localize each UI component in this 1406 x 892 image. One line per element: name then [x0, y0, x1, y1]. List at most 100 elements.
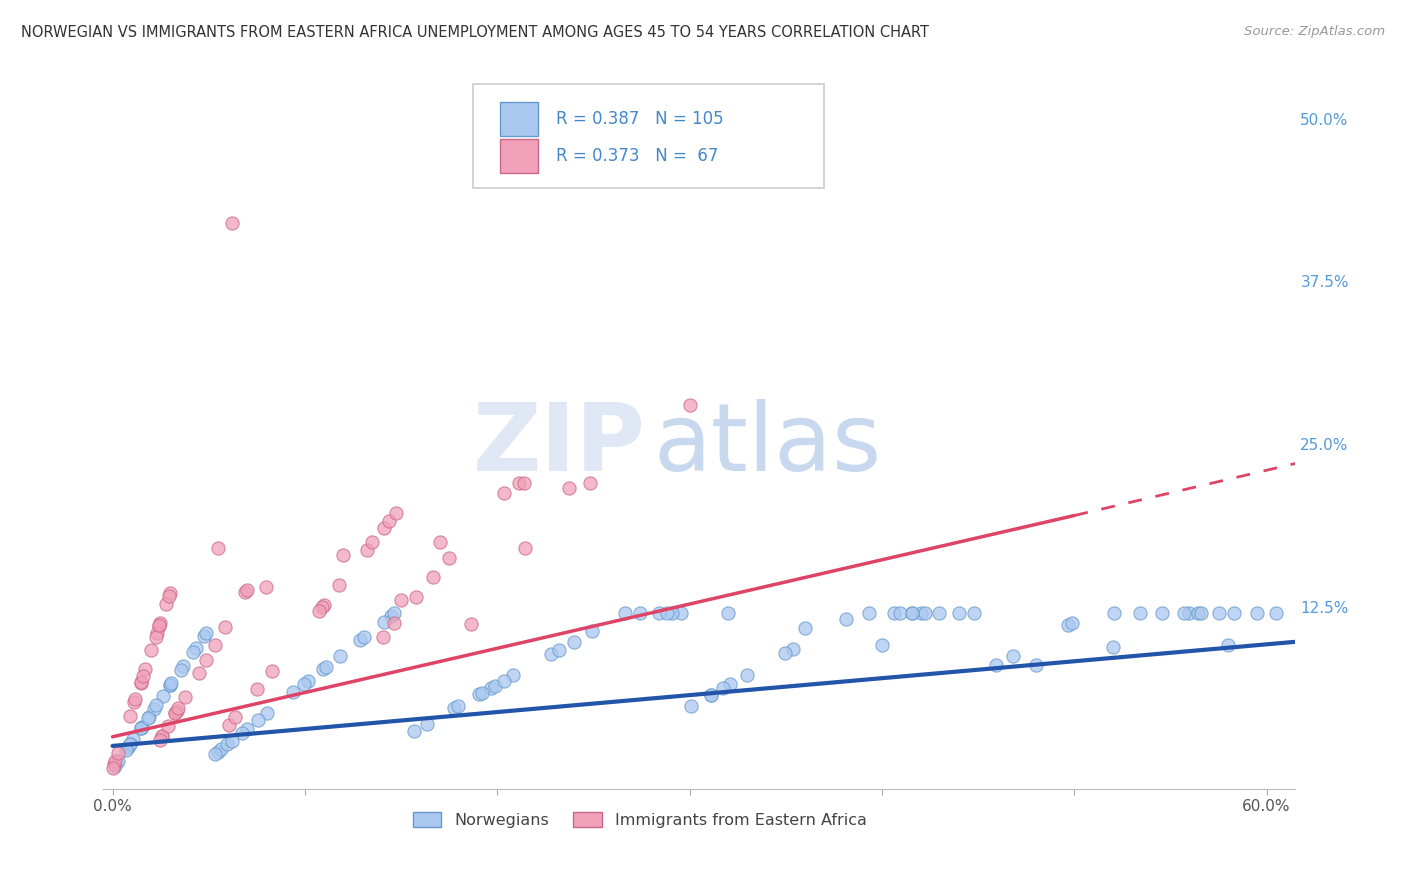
Point [141, 643, 163, 657]
Point [181, 645, 204, 659]
Point [207, 541, 229, 555]
Point [193, 629, 215, 643]
Point [134, 662, 156, 676]
Point [103, 756, 125, 771]
Point [648, 606, 671, 620]
Point [361, 535, 384, 549]
Point [157, 590, 180, 604]
Point [963, 606, 986, 620]
Point [948, 606, 970, 620]
Point [540, 647, 562, 661]
Point [1189, 606, 1212, 620]
Point [373, 615, 395, 629]
Point [735, 667, 758, 681]
Point [117, 740, 139, 755]
Point [581, 624, 603, 639]
Point [152, 689, 174, 703]
Point [681, 698, 703, 713]
Text: ZIP: ZIP [472, 400, 645, 491]
Point [613, 606, 636, 620]
Point [515, 541, 537, 555]
Point [332, 548, 354, 562]
Point [209, 742, 232, 756]
FancyBboxPatch shape [472, 84, 824, 187]
Point [124, 695, 146, 709]
Point [150, 729, 173, 743]
Text: NORWEGIAN VS IMMIGRANTS FROM EASTERN AFRICA UNEMPLOYMENT AMONG AGES 45 TO 54 YEA: NORWEGIAN VS IMMIGRANTS FROM EASTERN AFR… [21, 25, 929, 40]
Point [308, 604, 330, 618]
Text: R = 0.387   N = 105: R = 0.387 N = 105 [557, 110, 724, 128]
Point [508, 475, 530, 490]
Point [283, 685, 305, 699]
Point [484, 679, 506, 693]
Point [235, 583, 257, 598]
Point [260, 664, 283, 678]
Point [389, 593, 412, 607]
Point [492, 673, 515, 688]
Point [221, 733, 243, 747]
Point [1129, 606, 1152, 620]
Point [655, 606, 678, 620]
Text: R = 0.373   N =  67: R = 0.373 N = 67 [557, 147, 718, 165]
Point [247, 713, 270, 727]
Point [115, 743, 138, 757]
Point [138, 709, 160, 723]
Point [661, 606, 683, 620]
Point [173, 690, 195, 704]
Point [159, 678, 181, 692]
Point [711, 681, 734, 695]
Point [371, 630, 394, 644]
Bar [501, 102, 538, 136]
Point [184, 640, 207, 655]
Point [149, 615, 172, 630]
Point [129, 674, 152, 689]
Point [224, 710, 246, 724]
Point [384, 506, 406, 520]
Point [1216, 638, 1239, 652]
Point [1177, 606, 1199, 620]
Point [901, 606, 924, 620]
Point [1173, 606, 1195, 620]
Point [479, 681, 502, 695]
Point [404, 723, 426, 738]
Point [669, 606, 692, 620]
Point [129, 721, 152, 735]
Point [870, 638, 893, 652]
Point [835, 612, 858, 626]
Point [889, 606, 911, 620]
Point [882, 606, 904, 620]
Point [377, 515, 399, 529]
Point [165, 706, 187, 720]
Point [373, 521, 395, 535]
Point [148, 618, 170, 632]
Point [446, 699, 468, 714]
Point [678, 398, 700, 412]
Point [315, 660, 337, 674]
Point [194, 626, 217, 640]
Point [1025, 658, 1047, 673]
Point [145, 630, 167, 644]
Point [120, 737, 142, 751]
Point [1246, 606, 1268, 620]
Point [1223, 606, 1246, 620]
Point [129, 675, 152, 690]
Point [513, 475, 536, 490]
Legend: Norwegians, Immigrants from Eastern Africa: Norwegians, Immigrants from Eastern Afri… [406, 805, 873, 835]
Point [150, 729, 173, 743]
Point [910, 606, 932, 620]
Point [437, 551, 460, 566]
Point [562, 634, 585, 648]
Point [443, 701, 465, 715]
Point [1150, 606, 1173, 620]
Point [131, 720, 153, 734]
Point [311, 599, 333, 614]
Point [468, 687, 491, 701]
Point [155, 597, 177, 611]
Point [901, 606, 924, 620]
Point [221, 216, 243, 230]
Point [132, 669, 155, 683]
Point [502, 668, 524, 682]
Point [160, 676, 183, 690]
Point [101, 761, 124, 775]
Point [129, 722, 152, 736]
